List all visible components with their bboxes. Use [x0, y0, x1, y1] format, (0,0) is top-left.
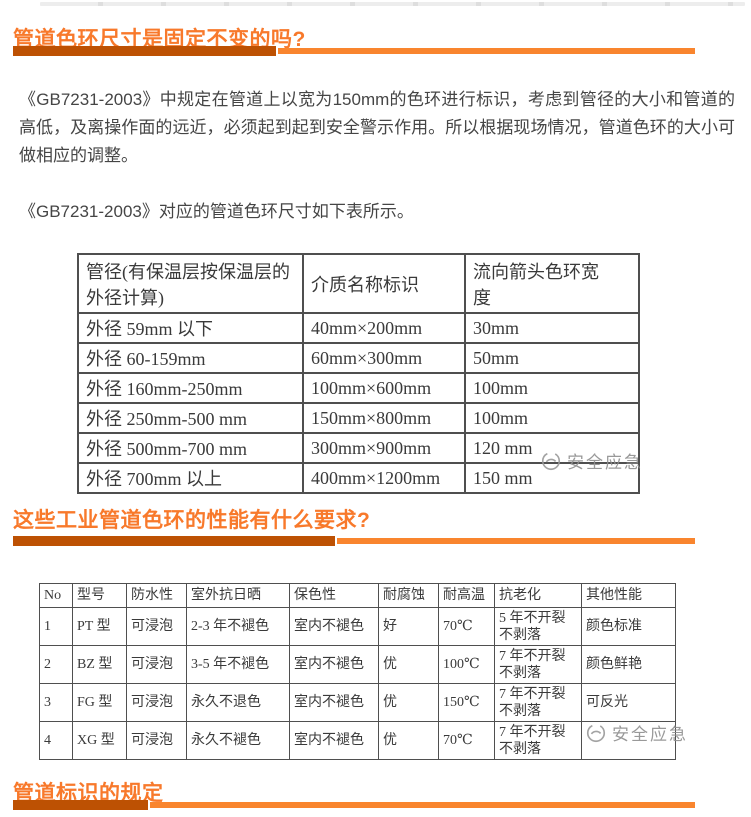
table-cell: 70℃ [438, 721, 495, 760]
table-cell: 可浸泡 [126, 607, 187, 646]
table-cell: 100mm [464, 372, 640, 404]
table-cell: 100℃ [438, 645, 495, 684]
table-cell: PT 型 [72, 607, 127, 646]
table-cell: 优 [378, 683, 439, 722]
table-cell: 150℃ [438, 683, 495, 722]
table-cell: 可浸泡 [126, 683, 187, 722]
table-cell: 7 年不开裂不剥落 [494, 645, 582, 684]
column-header: 保色性 [289, 583, 379, 608]
paragraph-gb7231-rule: 《GB7231-2003》中规定在管道上以宽为150mm的色环进行标识，考虑到管… [19, 90, 735, 165]
table-cell: 室内不褪色 [289, 721, 379, 760]
table-cell: 永久不退色 [186, 683, 290, 722]
watermark-label: 安全应急 [612, 725, 688, 744]
table-cell: 3-5 年不褪色 [186, 645, 290, 684]
table-cell: 300mm×900mm [302, 432, 466, 464]
table-cell: 2-3 年不褪色 [186, 607, 290, 646]
column-header: 抗老化 [494, 583, 582, 608]
pipe-ring-size-table: 管径(有保温层按保温层的外径计算) 介质名称标识 流向箭头色环宽度 外径 59mm 以… [77, 253, 640, 494]
table-row: 外径 700mm 以上 400mm×1200mm 150 mm [77, 462, 640, 494]
table-cell: 室内不褪色 [289, 645, 379, 684]
table-header-row: 管径(有保温层按保温层的外径计算) 介质名称标识 流向箭头色环宽度 [77, 253, 640, 314]
heading2-underline-light [337, 538, 695, 544]
table-cell: 颜色标准 [581, 607, 676, 646]
table-cell: 150mm×800mm [302, 402, 466, 434]
table-cell: 外径 60-159mm [77, 342, 304, 374]
heading2-underline-dark [13, 536, 335, 546]
table-cell: 室内不褪色 [289, 607, 379, 646]
column-header: 型号 [72, 583, 127, 608]
table-cell: 颜色鲜艳 [581, 645, 676, 684]
table-row: 外径 250mm-500 mm 150mm×800mm 100mm [77, 402, 640, 434]
table-row: 3 FG 型可浸泡 永久不退色 室内不褪色优 150℃ 7 年不开裂不剥落 可反光 [39, 683, 676, 722]
column-header: 管径(有保温层按保温层的外径计算) [77, 253, 304, 314]
table-cell: 外径 160mm-250mm [77, 372, 304, 404]
table-row: 外径 500mm-700 mm 300mm×900mm 120 mm [77, 432, 640, 464]
table-cell: 可浸泡 [126, 645, 187, 684]
column-header: 防水性 [126, 583, 187, 608]
table-cell: 外径 500mm-700 mm [77, 432, 304, 464]
table-cell: 4 [39, 721, 73, 760]
table-row: 2 BZ 型可浸泡 3-5 年不褪色 室内不褪色优 100℃ 7 年不开裂不剥落 颜色鲜艳 [39, 645, 676, 684]
heading3-underline-dark [13, 800, 148, 810]
table-cell: 60mm×300mm [302, 342, 466, 374]
column-header: 室外抗日晒 [186, 583, 290, 608]
table-cell: 外径 700mm 以上 [77, 462, 304, 494]
table-row: 外径 160mm-250mm 100mm×600mm 100mm [77, 372, 640, 404]
table-cell: 7 年不开裂不剥落 [494, 721, 582, 760]
table-cell: 永久不褪色 [186, 721, 290, 760]
table-cell: 可浸泡 [126, 721, 187, 760]
table-cell: 40mm×200mm [302, 312, 466, 344]
heading3-underline-light [150, 802, 695, 808]
table-cell: 外径 59mm 以下 [77, 312, 304, 344]
safety-emergency-logo-icon [585, 722, 607, 744]
table-cell: 好 [378, 607, 439, 646]
column-header: 流向箭头色环宽度 [464, 253, 640, 314]
column-header: 耐腐蚀 [378, 583, 439, 608]
table-cell: 7 年不开裂不剥落 [494, 683, 582, 722]
table-cell: 优 [378, 721, 439, 760]
heading1-underline-dark [13, 46, 276, 56]
table-cell: BZ 型 [72, 645, 127, 684]
table-cell: 5 年不开裂不剥落 [494, 607, 582, 646]
watermark-label: 安全应急 [567, 453, 643, 472]
table-header-row: No 型号 防水性 室外抗日晒 保色性 耐腐蚀 耐高温 抗老化 其他性能 [39, 583, 676, 608]
safety-emergency-logo-icon [540, 450, 562, 472]
table-cell: 150 mm [464, 462, 640, 494]
table-cell: 120 mm [464, 432, 640, 464]
heading1-underline-light [278, 48, 695, 54]
table-row: 4 XG 型可浸泡 永久不褪色 室内不褪色优 70℃ 7 年不开裂不剥落 [39, 721, 676, 760]
column-header: 介质名称标识 [302, 253, 466, 314]
column-header: No [39, 583, 73, 608]
table-cell: 100mm [464, 402, 640, 434]
table-cell: XG 型 [72, 721, 127, 760]
paragraph-table-intro: 《GB7231-2003》对应的管道色环尺寸如下表所示。 [19, 202, 414, 221]
table-row: 外径 59mm 以下 40mm×200mm 30mm [77, 312, 640, 344]
table-cell: 室内不褪色 [289, 683, 379, 722]
table-cell: 50mm [464, 342, 640, 374]
table-row: 1 PT 型可浸泡 2-3 年不褪色 室内不褪色好 70℃ 5 年不开裂不剥落 颜色标准 [39, 607, 676, 646]
watermark-safety-emergency: 安全应急 [540, 448, 643, 473]
table-cell: 2 [39, 645, 73, 684]
previous-table-bottom-edge [40, 2, 745, 6]
table-cell: 1 [39, 607, 73, 646]
column-header: 其他性能 [581, 583, 676, 608]
section-heading-ring-size: 管道色环尺寸是固定不变的吗? [13, 28, 306, 51]
table-cell: FG 型 [72, 683, 127, 722]
performance-table: No 型号 防水性 室外抗日晒 保色性 耐腐蚀 耐高温 抗老化 其他性能 1 PT 型可浸泡 2-3 … [39, 583, 676, 760]
section-heading-marking-rules: 管道标识的规定 [13, 782, 164, 805]
table-cell: 可反光 [581, 683, 676, 722]
table-cell: 外径 250mm-500 mm [77, 402, 304, 434]
table-cell: 400mm×1200mm [302, 462, 466, 494]
table-cell: 优 [378, 645, 439, 684]
column-header: 耐高温 [438, 583, 495, 608]
table-row: 外径 60-159mm 60mm×300mm 50mm [77, 342, 640, 374]
watermark-safety-emergency: 安全应急 [585, 720, 688, 745]
table-cell: 30mm [464, 312, 640, 344]
table-cell: 100mm×600mm [302, 372, 466, 404]
table-cell: 70℃ [438, 607, 495, 646]
section-heading-ring-performance: 这些工业管道色环的性能有什么要求? [13, 509, 371, 532]
table-cell: 3 [39, 683, 73, 722]
